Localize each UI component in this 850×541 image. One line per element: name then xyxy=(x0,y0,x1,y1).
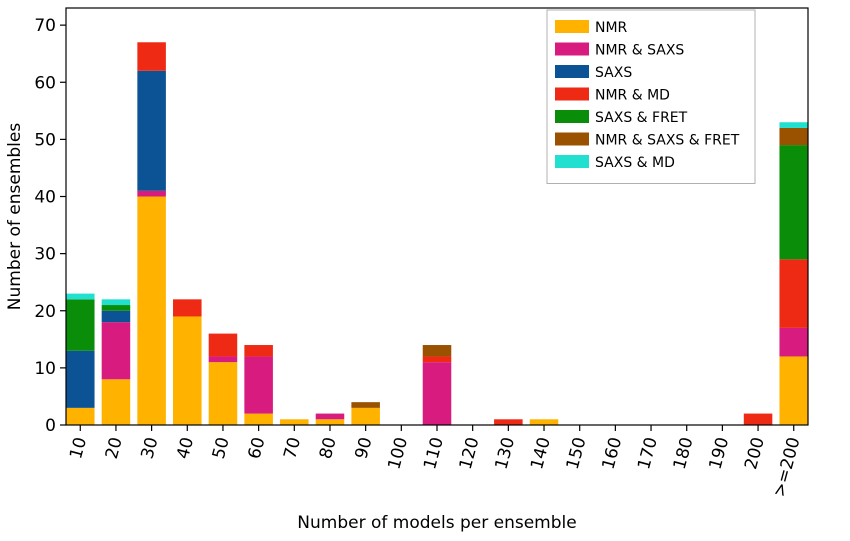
y-axis: 0 10 20 30 40 50 60 70 xyxy=(34,16,66,436)
bar-segment-20-saxs-fret xyxy=(101,305,131,311)
bar-segment-10-saxs-fret xyxy=(66,299,95,351)
bar-segment-20-saxs xyxy=(101,310,131,323)
bar-segment-70-nmr xyxy=(280,419,309,425)
bar-segment-30-nmr-saxs xyxy=(137,190,166,197)
legend-swatch xyxy=(555,110,589,123)
x-tick-label: 110 xyxy=(420,435,448,472)
y-tick-label: 10 xyxy=(34,359,56,379)
x-tick-label: 170 xyxy=(634,435,662,472)
y-tick-label: 30 xyxy=(34,245,56,265)
x-axis-label: Number of models per ensemble xyxy=(297,513,576,533)
legend-swatch xyxy=(555,20,589,33)
bar-segment-80-nmr-saxs xyxy=(315,413,345,420)
bar-segment->=200-nmr-saxs-fret xyxy=(779,127,808,146)
x-tick-label: 100 xyxy=(384,435,412,472)
y-tick-label: 70 xyxy=(34,16,56,36)
legend-entry-label: SAXS & MD xyxy=(595,155,675,171)
bar-segment-20-nmr-saxs xyxy=(101,322,131,380)
bar-segment-90-nmr-saxs-fret xyxy=(351,402,380,408)
x-tick-label: 40 xyxy=(173,435,198,461)
x-tick-label: 30 xyxy=(138,435,163,461)
x-tick-label: 90 xyxy=(352,435,377,461)
bar-segment-60-nmr xyxy=(244,413,273,425)
bar-segment-40-nmr-md xyxy=(173,299,202,317)
x-tick-label: 140 xyxy=(527,435,555,472)
bar-segment-10-saxs xyxy=(66,350,95,408)
bar-segment-110-nmr-md xyxy=(422,356,452,363)
bars-layer xyxy=(66,42,808,425)
bar-segment-50-nmr-saxs xyxy=(208,356,238,363)
bar-segment-20-saxs-md xyxy=(101,299,131,306)
legend-swatch xyxy=(555,42,589,56)
bar-segment-30-nmr xyxy=(137,196,166,425)
bar-segment-110-nmr-saxs-fret xyxy=(422,345,452,357)
bar-segment-140-nmr xyxy=(529,419,559,425)
bar-segment-60-nmr-saxs xyxy=(244,356,273,414)
y-tick-label: 40 xyxy=(34,188,56,208)
legend-entry-label: NMR & SAXS & FRET xyxy=(595,133,740,149)
bar-segment->=200-nmr-saxs xyxy=(779,327,808,357)
x-tick-label: 10 xyxy=(66,435,91,461)
bar-segment-50-nmr xyxy=(208,362,238,425)
bar-segment-50-nmr-md xyxy=(208,333,238,357)
bar-segment-40-nmr xyxy=(173,316,202,425)
y-tick-label: 20 xyxy=(34,302,56,322)
y-tick-label: 0 xyxy=(45,416,56,436)
x-tick-label: 190 xyxy=(705,435,733,472)
legend-entry-label: NMR & MD xyxy=(595,88,670,104)
legend-entry-label: NMR & SAXS xyxy=(595,43,684,59)
bar-segment->=200-nmr-md xyxy=(779,259,808,328)
legend-entry-label: SAXS & FRET xyxy=(595,110,688,126)
bar-segment-90-nmr xyxy=(351,407,380,425)
x-tick-label: 200 xyxy=(741,435,769,472)
bar-segment-30-nmr-md xyxy=(137,42,166,71)
bar-segment-130-nmr-md xyxy=(494,419,523,425)
bar-segment-10-nmr xyxy=(66,407,95,425)
x-tick-label: 80 xyxy=(316,435,341,461)
legend-entry-label: SAXS xyxy=(595,65,632,81)
x-axis: 10 20 30 40 50 60 70 80 90 100 110 120 130 140 150 160 1… xyxy=(66,425,805,499)
legend-swatch xyxy=(555,65,589,78)
x-tick-label: 120 xyxy=(456,435,484,472)
bar-segment-80-nmr xyxy=(315,419,345,425)
bar-segment-30-saxs xyxy=(137,70,166,191)
x-tick-label: 180 xyxy=(670,435,698,472)
x-tick-label: 150 xyxy=(563,435,591,472)
x-tick-label: >=200 xyxy=(769,435,804,499)
bar-segment->=200-saxs-md xyxy=(779,122,808,128)
x-tick-label: 160 xyxy=(598,435,626,472)
bar-segment-10-saxs-md xyxy=(66,293,95,300)
bar-segment-110-nmr-saxs xyxy=(422,362,452,425)
bar-segment-20-nmr xyxy=(101,379,131,425)
x-tick-label: 20 xyxy=(102,435,127,461)
legend-swatch xyxy=(555,87,589,101)
y-tick-label: 50 xyxy=(34,130,56,150)
x-tick-label: 130 xyxy=(491,435,519,472)
legend-swatch xyxy=(555,132,589,146)
legend: NMR NMR & SAXS SAXS NMR & MD SAXS & FRET NMR … xyxy=(546,9,756,184)
bar-segment-60-nmr-md xyxy=(244,345,273,357)
bar-segment-200-nmr-md xyxy=(743,413,773,425)
bar-segment->=200-saxs-fret xyxy=(779,145,808,260)
legend-entry-label: NMR xyxy=(595,20,628,36)
y-axis-label: Number of ensembles xyxy=(5,123,25,311)
x-tick-label: 60 xyxy=(245,435,270,461)
x-tick-label: 70 xyxy=(280,435,305,461)
legend-swatch xyxy=(555,155,589,168)
y-tick-label: 60 xyxy=(34,73,56,93)
x-tick-label: 50 xyxy=(209,435,234,461)
bar-segment->=200-nmr xyxy=(779,356,808,425)
